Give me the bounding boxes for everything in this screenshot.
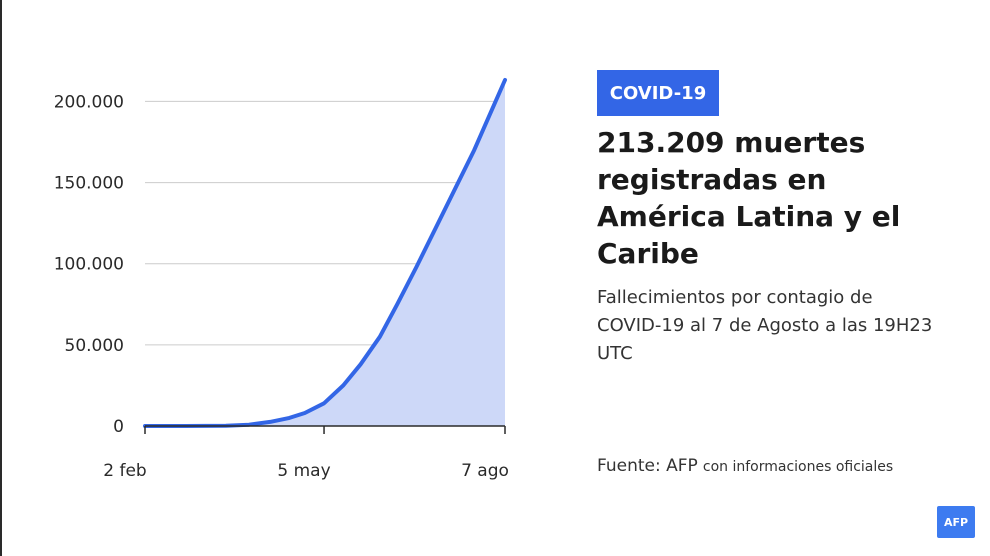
- y-tick-label: 0: [113, 417, 124, 437]
- headline: 213.209 muertes registradas en América L…: [597, 126, 901, 270]
- x-tick-label: 2 feb: [103, 461, 146, 481]
- topic-badge: COVID-19: [597, 70, 719, 116]
- y-tick-label: 100.000: [54, 255, 124, 275]
- series-area: [145, 80, 505, 426]
- source-line: Fuente: AFP con informaciones oficiales: [597, 456, 893, 476]
- y-tick-label: 200.000: [54, 92, 124, 112]
- x-axis-labels: 2 feb 5 may 7 ago: [103, 461, 509, 481]
- series-line: [143, 78, 507, 428]
- y-tick-label: 50.000: [65, 336, 124, 356]
- x-tick-label: 5 may: [277, 461, 330, 481]
- frame-edge: [0, 0, 2, 556]
- source-label: Fuente: AFP: [597, 456, 698, 476]
- source-detail: con informaciones oficiales: [702, 459, 894, 475]
- subtitle: Fallecimientos por contagio de COVID-19 …: [597, 287, 933, 364]
- y-axis-labels: 0 50.000 100.000 150.000 200.000: [54, 92, 124, 437]
- y-tick-label: 150.000: [54, 174, 124, 194]
- x-tick-label: 7 ago: [461, 461, 509, 481]
- x-axis: [144, 425, 506, 434]
- chart: 0 50.000 100.000 150.000 200.000 2 feb 5 may 7…: [54, 78, 509, 481]
- afp-logo: AFP: [937, 506, 975, 538]
